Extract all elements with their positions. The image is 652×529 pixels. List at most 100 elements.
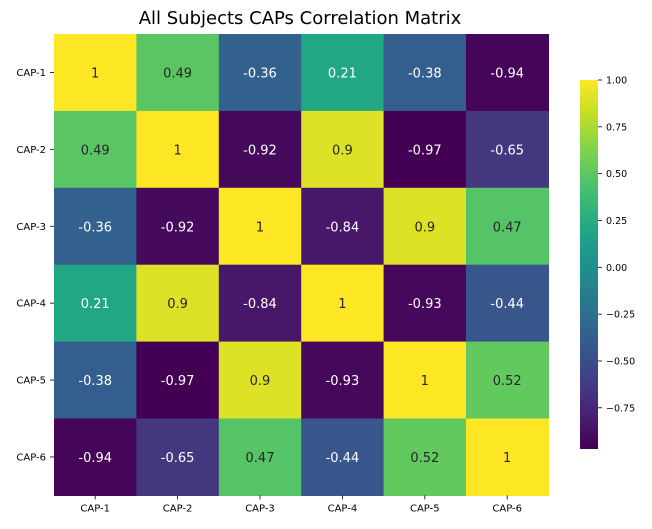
cell-value-label: 0.49 — [163, 66, 192, 81]
cell-value-label: 0.52 — [410, 451, 439, 466]
heatmap-cell — [466, 264, 549, 343]
heatmap-cell — [466, 187, 549, 266]
colorbar-tick-label: 0.00 — [606, 263, 627, 274]
cell-value-label: -0.92 — [243, 143, 277, 158]
cell-value-label: -0.44 — [326, 451, 360, 466]
chart-title: All Subjects CAPs Correlation Matrix — [139, 8, 462, 29]
colorbar-tick-label: 0.75 — [606, 122, 627, 133]
x-tick-label: CAP-2 — [163, 503, 193, 514]
y-tick-label: CAP-3 — [16, 222, 46, 233]
colorbar-gradient — [580, 80, 598, 449]
cell-value-label: 0.9 — [332, 143, 353, 158]
cell-value-label: 0.47 — [493, 220, 522, 235]
cell-value-label: -0.97 — [161, 374, 195, 389]
heatmap-cell — [54, 34, 137, 112]
cell-value-label: -0.65 — [161, 451, 195, 466]
x-tick-label: CAP-1 — [80, 503, 110, 514]
cell-value-label: -0.65 — [490, 143, 524, 158]
colorbar-tick-label: −0.25 — [606, 310, 635, 321]
y-tick-label: CAP-4 — [16, 299, 46, 310]
heatmap-cell — [466, 418, 549, 496]
cell-value-label: -0.84 — [326, 220, 360, 235]
cell-value-label: -0.94 — [78, 451, 112, 466]
heatmap-cell — [301, 34, 385, 112]
cell-value-label: 0.9 — [414, 220, 435, 235]
cell-value-label: -0.36 — [78, 220, 112, 235]
cell-value-label: -0.38 — [78, 374, 112, 389]
x-axis: CAP-1 CAP-2 CAP-3 CAP-4 CAP-5 CAP-6 — [80, 495, 522, 514]
cell-value-label: 1 — [338, 297, 346, 312]
y-tick-label: CAP-5 — [16, 376, 46, 387]
y-tick-label: CAP-2 — [16, 145, 46, 156]
y-tick-label: CAP-1 — [16, 68, 46, 79]
heatmap-cell — [301, 110, 385, 189]
cell-value-label: 0.52 — [493, 374, 522, 389]
heatmap-cell — [54, 418, 137, 496]
colorbar: 1.00 0.75 0.50 0.25 0.00 −0.25 −0.50 −0.75 — [580, 76, 635, 449]
cell-value-label: 0.9 — [167, 297, 188, 312]
heatmap-cell — [383, 341, 467, 420]
cell-value-label: 0.21 — [81, 297, 110, 312]
heatmap-cell — [218, 110, 302, 189]
heatmap-cell — [218, 264, 302, 343]
cell-value-label: -0.44 — [490, 297, 524, 312]
heatmap-cell — [383, 264, 467, 343]
heatmap-cell — [383, 187, 467, 266]
heatmap-cell — [466, 34, 549, 112]
cell-value-label: -0.36 — [243, 66, 277, 81]
cell-value-label: -0.38 — [408, 66, 442, 81]
cell-value-label: 1 — [173, 143, 181, 158]
cell-value-label: 0.47 — [246, 451, 275, 466]
cell-value-label: -0.84 — [243, 297, 277, 312]
x-tick-label: CAP-5 — [410, 503, 440, 514]
heatmap-cell — [383, 418, 467, 496]
cell-value-label: 0.9 — [250, 374, 271, 389]
heatmap-cell — [466, 110, 549, 189]
colorbar-tick-label: −0.75 — [606, 403, 635, 414]
heatmap-cell — [136, 187, 220, 266]
heatmap-cell — [383, 110, 467, 189]
cell-value-label: 1 — [256, 220, 264, 235]
heatmap-cell — [301, 418, 385, 496]
x-tick-label: CAP-3 — [245, 503, 275, 514]
cell-value-label: -0.92 — [161, 220, 195, 235]
heatmap-cell — [466, 341, 549, 420]
cell-value-label: 0.21 — [328, 66, 357, 81]
cell-value-label: -0.94 — [490, 66, 524, 81]
heatmap-cell — [136, 418, 220, 496]
colorbar-tick-label: 0.25 — [606, 216, 627, 227]
heatmap-cell — [301, 341, 385, 420]
heatmap-cell — [301, 264, 385, 343]
cell-value-label: 1 — [503, 451, 511, 466]
cell-value-label: 0.49 — [81, 143, 110, 158]
cell-value-label: 1 — [91, 66, 99, 81]
heatmap-cell — [218, 341, 302, 420]
heatmap-cell — [136, 341, 220, 420]
y-tick-label: CAP-6 — [16, 452, 46, 463]
heatmap-cell — [383, 34, 467, 112]
heatmap-cell — [54, 264, 137, 343]
heatmap-cell — [218, 187, 302, 266]
heatmap-cell — [54, 187, 137, 266]
x-tick-label: CAP-4 — [328, 503, 358, 514]
colorbar-tick-label: 1.00 — [606, 76, 627, 87]
heatmap-cell — [136, 264, 220, 343]
heatmap-cell — [218, 34, 302, 112]
cell-value-label: -0.93 — [408, 297, 442, 312]
heatmap-cell — [54, 110, 137, 189]
cell-value-label: 1 — [421, 374, 429, 389]
heatmap-cell — [54, 341, 137, 420]
cell-value-label: -0.93 — [326, 374, 360, 389]
heatmap-cell — [301, 187, 385, 266]
colorbar-tick-label: 0.50 — [606, 169, 627, 180]
cell-value-label: -0.97 — [408, 143, 442, 158]
heatmap-cells: 1 0.49 -0.36 0.21 -0.38 -0.94 0.49 1 -0.92 0.9 -0.… — [54, 34, 549, 496]
heatmap-cell — [136, 34, 220, 112]
x-tick-label: CAP-6 — [492, 503, 522, 514]
y-axis: CAP-1 CAP-2 CAP-3 CAP-4 CAP-5 CAP-6 — [16, 68, 54, 463]
heatmap-cell — [218, 418, 302, 496]
colorbar-tick-label: −0.50 — [606, 356, 635, 367]
heatmap-cell — [136, 110, 220, 189]
